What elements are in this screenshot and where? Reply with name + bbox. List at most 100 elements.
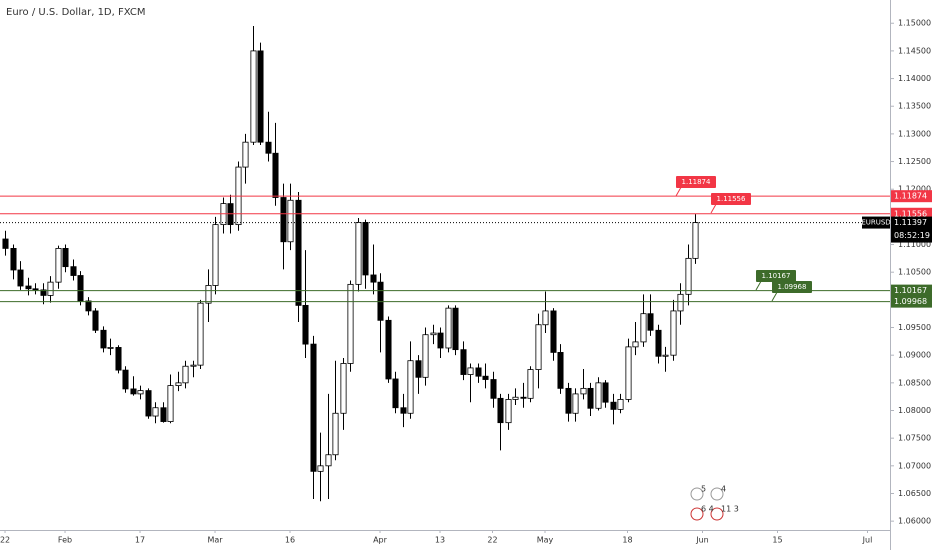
candle-body [347, 283, 354, 364]
x-tick-label: 22 [0, 536, 10, 545]
candle-body [205, 285, 212, 304]
event-icon [690, 507, 704, 521]
candle-body [175, 382, 182, 387]
candle-body [670, 310, 677, 356]
candle-body [662, 354, 669, 357]
candle-body [122, 369, 129, 390]
candle-body [325, 454, 332, 467]
candle-body [587, 387, 594, 409]
candle-body [62, 248, 69, 268]
y-tick-label: 1.10500 [898, 268, 931, 277]
candle-body [182, 365, 189, 384]
event-count: 11 3 [721, 505, 739, 514]
candle-body [557, 352, 564, 389]
candle-body [572, 393, 579, 414]
candle-body [415, 360, 422, 378]
candle-body [55, 248, 62, 283]
candle-body [602, 382, 609, 403]
candle-body [407, 360, 414, 414]
x-tick-label: Mar [207, 536, 223, 545]
callout-box [756, 270, 796, 282]
candle-body [655, 329, 662, 357]
candle-body [677, 293, 684, 312]
y-tick-label: 1.11000 [898, 240, 931, 249]
candle-body [145, 390, 152, 417]
candle-body [332, 412, 339, 456]
events: 5 4 6 4 11 3 [690, 485, 739, 521]
candle-body [47, 281, 54, 296]
y-tick-label: 1.13000 [898, 129, 931, 138]
candle-body [512, 396, 519, 400]
candle-body [115, 347, 122, 371]
level-price-tag [891, 190, 932, 203]
candle-body [107, 347, 114, 349]
candle-body [692, 222, 699, 259]
y-tick-label: 1.13500 [898, 102, 931, 111]
countdown-label: 08:52:19 [894, 231, 930, 240]
callout-box [711, 193, 751, 205]
y-tick-label: 1.14500 [898, 46, 931, 55]
candle-body [2, 238, 9, 249]
level-price-tag [891, 284, 932, 297]
candle-body [85, 300, 92, 312]
candle-body [610, 401, 617, 410]
candle-body [595, 382, 602, 409]
callout-label: 1.11556 [717, 195, 746, 203]
candle-body [452, 307, 459, 351]
y-tick-label: 1.08000 [898, 406, 931, 415]
last-price-tag [891, 216, 932, 243]
candle-body [32, 288, 39, 291]
chart-title: Euro / U.S. Dollar, 1D, FXCM [6, 7, 145, 18]
candle-body [77, 275, 84, 302]
candle-body [467, 367, 474, 375]
candle-body [535, 324, 542, 370]
candle-body [160, 407, 167, 422]
candle-body [17, 269, 24, 287]
y-tick-label: 1.14000 [898, 74, 931, 83]
y-tick-label: 1.07000 [898, 461, 931, 470]
y-tick-label: 1.07500 [898, 434, 931, 443]
candle-body [257, 50, 264, 143]
candle-body [505, 399, 512, 424]
y-tick-label: 1.09500 [898, 323, 931, 332]
candle-body [422, 334, 429, 378]
candle-body [625, 346, 632, 400]
candle-body [527, 369, 534, 399]
candle-body [317, 465, 324, 472]
callout-label: 1.10167 [762, 272, 791, 280]
symbol-label: EURUSD [861, 219, 890, 227]
candle-body [385, 319, 392, 380]
candle-body [565, 387, 572, 414]
level-price-label: 1.10167 [894, 286, 927, 295]
candle-body [250, 50, 257, 143]
candle-body [550, 310, 557, 353]
candle-body [430, 332, 437, 336]
candle-body [632, 341, 639, 348]
candle-body [265, 141, 272, 154]
x-tick-label: 15 [772, 536, 782, 545]
candle-body [437, 332, 444, 349]
candle-body [542, 310, 549, 326]
candle-body [340, 363, 347, 414]
candle-body [295, 199, 302, 306]
last-price-label: 1.11397 [894, 218, 927, 227]
level-price-label: 1.11556 [894, 209, 927, 218]
candle-body [520, 396, 527, 399]
level-price-tag [891, 295, 932, 308]
y-tick-label: 1.06000 [898, 517, 931, 526]
event-icon [690, 487, 704, 501]
y-tick-label: 1.12000 [898, 185, 931, 194]
candle-body [490, 379, 497, 399]
x-tick-label: 16 [285, 536, 295, 545]
candle-body [497, 397, 504, 424]
y-tick-label: 1.12500 [898, 157, 931, 166]
callout-box [772, 281, 812, 293]
candle-body [272, 152, 279, 198]
y-tick-label: 1.15000 [898, 19, 931, 28]
candle-body [287, 199, 294, 243]
candle-body [100, 329, 107, 349]
candle-body [370, 274, 377, 283]
x-tick-label: Feb [58, 536, 72, 545]
candle-body [392, 378, 399, 409]
